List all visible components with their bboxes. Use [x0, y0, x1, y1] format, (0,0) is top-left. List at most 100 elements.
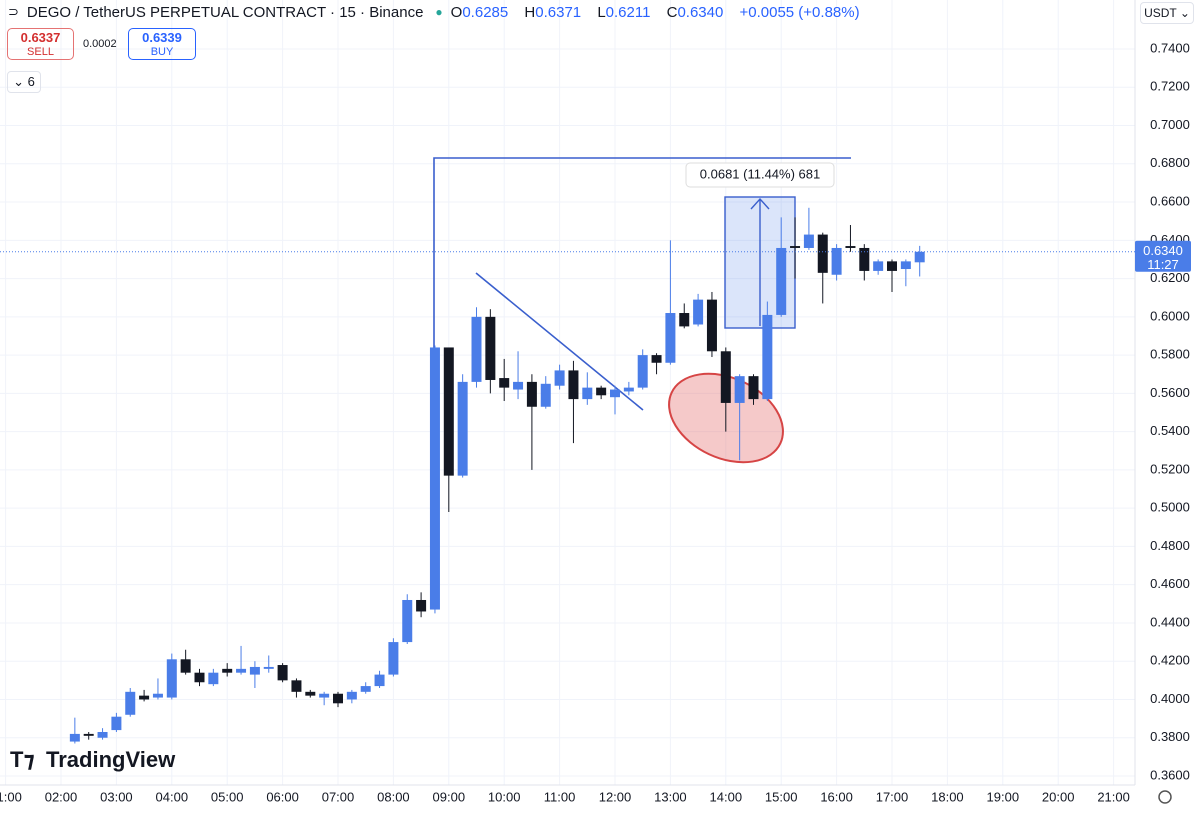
candle-body	[762, 314, 773, 400]
x-tick-label: 21:00	[1097, 789, 1130, 804]
indicators-toggle[interactable]: ⌄ 6	[7, 71, 41, 93]
ohlc-c: C0.6340	[666, 3, 724, 21]
candle-body	[554, 370, 565, 386]
buy-price: 0.6339	[142, 30, 182, 45]
candle-body	[803, 234, 814, 248]
candle-body	[623, 387, 634, 392]
x-tick-label: 02:00	[45, 789, 78, 804]
candle-body	[637, 355, 648, 388]
x-tick-label: 18:00	[931, 789, 964, 804]
y-tick-label: 0.7400	[1150, 40, 1190, 55]
candle-body	[900, 261, 911, 270]
y-tick-label: 0.3800	[1150, 729, 1190, 744]
measure-arrow-head	[750, 197, 770, 210]
candle-body	[526, 381, 537, 407]
candle-body	[249, 666, 260, 675]
candle-body	[152, 693, 163, 698]
candle-body	[69, 733, 80, 742]
x-tick-label: 08:00	[377, 789, 410, 804]
countdown-label: 11:27	[1147, 257, 1179, 272]
ohlc-o: O0.6285	[450, 3, 509, 21]
y-tick-label: 0.4600	[1150, 576, 1190, 591]
candle-body	[651, 355, 662, 363]
currency-select[interactable]: USDT ⌄	[1140, 2, 1194, 24]
candle-body	[305, 691, 316, 696]
x-tick-label: 14:00	[710, 789, 743, 804]
measure-label: 0.0681 (11.44%) 681	[700, 166, 820, 181]
symbol-icon: ⊃	[8, 4, 19, 19]
candle-body	[859, 247, 870, 271]
x-tick-label: 12:00	[599, 789, 632, 804]
sell-button[interactable]: 0.6337 SELL	[7, 28, 74, 60]
candle-body	[582, 387, 593, 400]
y-tick-label: 0.6800	[1150, 155, 1190, 170]
grid	[0, 0, 1135, 785]
candle-body	[790, 246, 801, 248]
watermark-text: TradingView	[46, 747, 176, 772]
candle-body	[236, 668, 247, 673]
y-tick-label: 0.5600	[1150, 385, 1190, 400]
candle-body	[319, 693, 330, 698]
last-price-label: 0.6340	[1143, 243, 1183, 258]
x-tick-label: 06:00	[266, 789, 299, 804]
y-tick-label: 0.5000	[1150, 500, 1190, 515]
candle-body	[263, 666, 274, 669]
ohlc-l: L0.6211	[597, 3, 651, 21]
x-tick-label: 13:00	[654, 789, 687, 804]
axes: 0.3600 0.3800 0.4000 0.4200 0.4400 0.4600 0.48…	[0, 40, 1191, 804]
candle-body	[457, 381, 468, 476]
candle-body	[596, 387, 607, 396]
x-tick-label: 03:00	[100, 789, 133, 804]
buy-label: BUY	[150, 46, 174, 58]
x-tick-label: 20:00	[1042, 789, 1075, 804]
buy-button[interactable]: 0.6339 BUY	[128, 28, 196, 60]
spread: 0.0002	[83, 38, 117, 50]
y-tick-label: 0.6600	[1150, 193, 1190, 208]
level-line	[433, 157, 851, 350]
currency: USDT	[1144, 6, 1177, 20]
status-dot: ●	[435, 5, 443, 19]
change: +0.0055 (+0.88%)	[739, 3, 860, 21]
candle-body	[471, 316, 482, 382]
header: ⊃ DEGO / TetherUS PERPETUAL CONTRACT · 1…	[8, 0, 866, 24]
ohlc: O0.6285 H0.6371 L0.6211 C0.6340 +0.0055 …	[451, 4, 866, 21]
candle-body	[610, 389, 620, 398]
candle-body	[568, 370, 579, 400]
candle-body	[194, 672, 205, 683]
candle-body	[873, 261, 884, 271]
candle-body	[360, 686, 371, 692]
candle-body	[222, 668, 233, 673]
candle-body	[734, 376, 745, 403]
indicator-count: 6	[27, 74, 35, 89]
x-tick-label: 09:00	[433, 789, 466, 804]
sell-price: 0.6337	[20, 30, 61, 45]
candle-body	[125, 691, 136, 715]
settings-icon[interactable]	[1158, 790, 1172, 804]
candle-body	[540, 383, 551, 407]
watermark: T⁊	[10, 747, 35, 772]
candle-body	[831, 247, 842, 275]
y-tick-label: 0.7000	[1150, 117, 1190, 132]
candle-body	[706, 299, 717, 352]
x-tick-label: 07:00	[322, 789, 355, 804]
candle-body	[388, 642, 399, 675]
candle-body	[693, 299, 704, 325]
y-tick-label: 0.4400	[1150, 614, 1190, 629]
candle-body	[166, 659, 177, 698]
candle-body	[665, 313, 676, 363]
candle-body	[333, 693, 343, 704]
candle-body	[277, 665, 288, 681]
y-tick-label: 0.7200	[1150, 79, 1190, 94]
x-tick-label: 19:00	[987, 789, 1020, 804]
symbol: DEGO / TetherUS PERPETUAL CONTRACT · 15 …	[26, 3, 424, 21]
x-tick-label: 04:00	[156, 789, 189, 804]
y-tick-label: 0.4000	[1150, 691, 1190, 706]
candle-body	[291, 680, 302, 692]
candle-body	[180, 659, 191, 673]
candle-body	[485, 316, 496, 380]
x-tick-label: 10:00	[488, 789, 521, 804]
candle-body	[346, 691, 357, 700]
candle-body	[374, 674, 385, 687]
last-price-tag	[1135, 240, 1191, 272]
